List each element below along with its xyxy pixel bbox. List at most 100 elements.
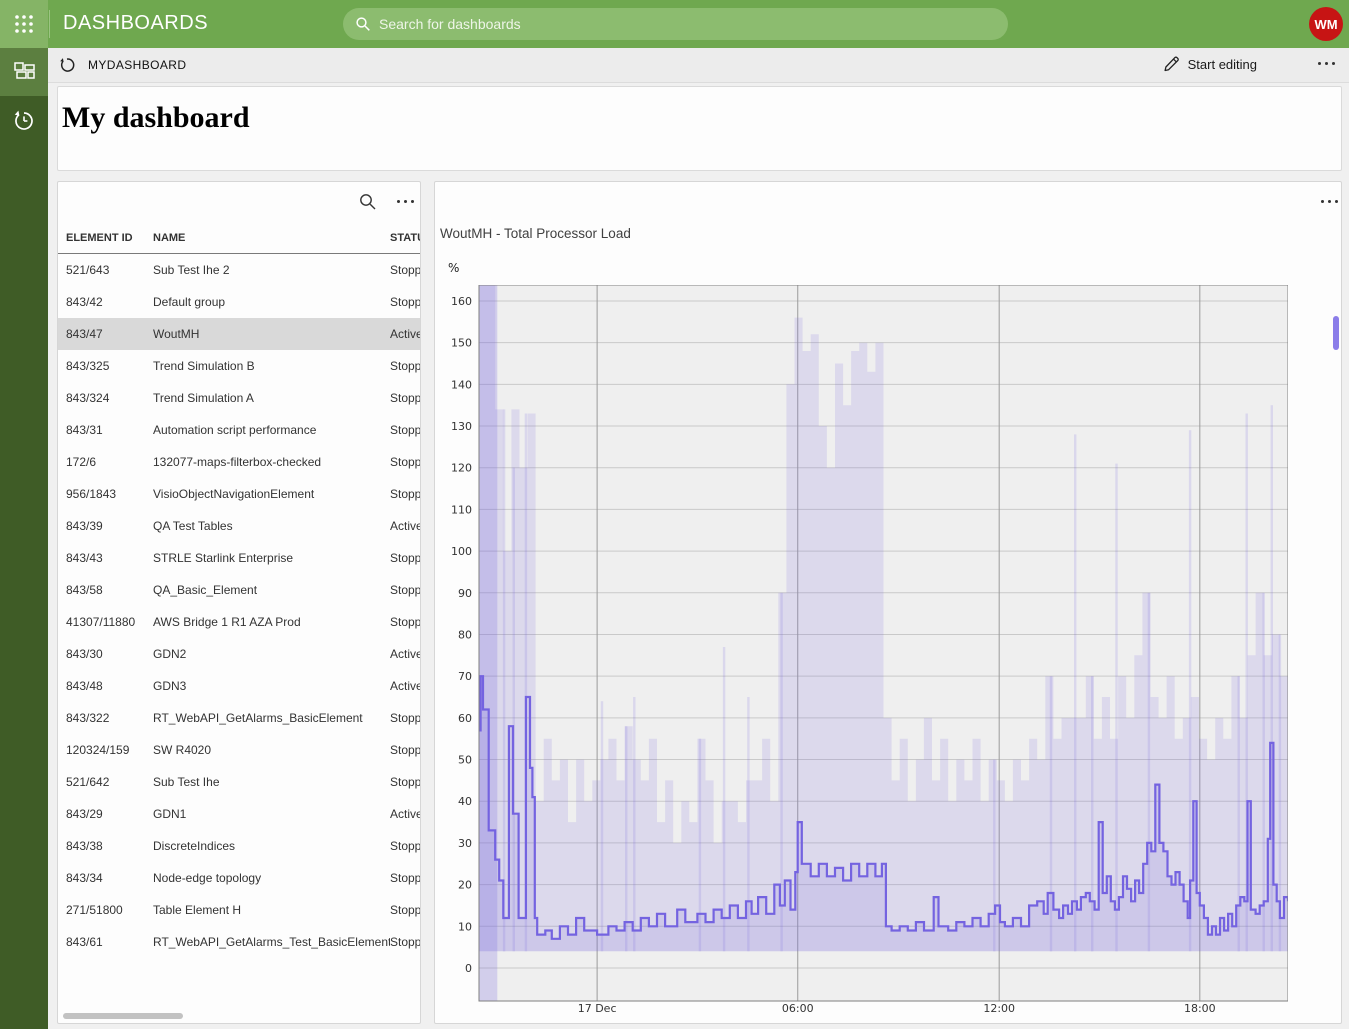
app-launcher-button[interactable] bbox=[0, 0, 48, 48]
cell-name: RT_WebAPI_GetAlarms_BasicElement bbox=[153, 711, 390, 725]
table-row[interactable]: 521/642Sub Test IheStopped bbox=[58, 766, 420, 798]
table-row[interactable]: 843/61RT_WebAPI_GetAlarms_Test_BasicElem… bbox=[58, 926, 420, 958]
table-row[interactable]: 843/42Default groupStopped bbox=[58, 286, 420, 318]
table-row[interactable]: 843/29GDN1Active bbox=[58, 798, 420, 830]
cell-name: QA Test Tables bbox=[153, 519, 390, 533]
sidebar-item-dashboards[interactable] bbox=[0, 48, 48, 96]
table-row[interactable]: 172/6132077-maps-filterbox-checkedStoppe… bbox=[58, 446, 420, 478]
cell-status: Active bbox=[390, 679, 421, 693]
cell-element-id: 843/322 bbox=[66, 711, 150, 725]
app-title: DASHBOARDS bbox=[63, 12, 208, 35]
cell-status: Active bbox=[390, 327, 421, 341]
cell-status: Stopped bbox=[390, 295, 421, 309]
cell-element-id: 521/642 bbox=[66, 775, 150, 789]
y-axis-tick: 160 bbox=[451, 295, 472, 308]
cell-status: Stopped bbox=[390, 615, 421, 629]
top-header-bar: DASHBOARDS WM bbox=[0, 0, 1349, 48]
cell-status: Stopped bbox=[390, 263, 421, 277]
cell-element-id: 172/6 bbox=[66, 455, 150, 469]
cell-status: Stopped bbox=[390, 871, 421, 885]
cell-element-id: 843/30 bbox=[66, 647, 150, 661]
start-editing-button[interactable]: Start editing bbox=[1162, 55, 1257, 73]
table-row[interactable]: 271/51800Table Element HStopped bbox=[58, 894, 420, 926]
cell-name: GDN2 bbox=[153, 647, 390, 661]
column-header-status[interactable]: STATUS bbox=[390, 232, 421, 244]
x-axis-tick: 17 Dec bbox=[578, 1002, 617, 1015]
table-row[interactable]: 120324/159SW R4020Stopped bbox=[58, 734, 420, 766]
cell-status: Stopped bbox=[390, 423, 421, 437]
cell-status: Stopped bbox=[390, 711, 421, 725]
column-header-element-id[interactable]: ELEMENT ID bbox=[66, 232, 150, 244]
table-header-row: ELEMENT IDNAMESTATUS bbox=[58, 232, 420, 254]
table-row[interactable]: 843/58QA_Basic_ElementStopped bbox=[58, 574, 420, 606]
start-editing-label: Start editing bbox=[1188, 57, 1257, 72]
table-row[interactable]: 843/324Trend Simulation AStopped bbox=[58, 382, 420, 414]
cell-element-id: 843/58 bbox=[66, 583, 150, 597]
table-row[interactable]: 843/34Node-edge topologyStopped bbox=[58, 862, 420, 894]
cell-status: Active bbox=[390, 807, 421, 821]
cell-name: VisioObjectNavigationElement bbox=[153, 487, 390, 501]
toolbar-more-icon[interactable] bbox=[1316, 62, 1337, 65]
table-row[interactable]: 843/31Automation script performanceStopp… bbox=[58, 414, 420, 446]
table-search-icon[interactable] bbox=[358, 192, 378, 212]
y-axis-tick: 150 bbox=[451, 337, 472, 350]
table-row[interactable]: 843/38DiscreteIndicesStopped bbox=[58, 830, 420, 862]
cell-element-id: 843/324 bbox=[66, 391, 150, 405]
dashboard-search[interactable] bbox=[343, 8, 1008, 40]
chart-y-unit-label: % bbox=[448, 261, 459, 275]
table-row[interactable]: 41307/11880AWS Bridge 1 R1 AZA ProdStopp… bbox=[58, 606, 420, 638]
search-input[interactable] bbox=[379, 16, 939, 32]
cell-element-id: 843/29 bbox=[66, 807, 150, 821]
user-avatar[interactable]: WM bbox=[1309, 7, 1343, 41]
chart-title: WoutMH - Total Processor Load bbox=[440, 226, 631, 241]
cell-name: Node-edge topology bbox=[153, 871, 390, 885]
chart-more-icon[interactable] bbox=[1319, 200, 1340, 203]
y-axis-tick: 140 bbox=[451, 378, 472, 391]
y-axis-tick: 80 bbox=[458, 628, 472, 641]
table-more-icon[interactable] bbox=[395, 200, 416, 203]
search-icon bbox=[355, 16, 371, 32]
y-axis-tick: 100 bbox=[451, 545, 472, 558]
column-header-name[interactable]: NAME bbox=[153, 232, 390, 244]
refresh-icon[interactable] bbox=[58, 56, 76, 74]
cell-element-id: 843/43 bbox=[66, 551, 150, 565]
cell-name: Trend Simulation B bbox=[153, 359, 390, 373]
table-row[interactable]: 843/48GDN3Active bbox=[58, 670, 420, 702]
y-axis-tick: 10 bbox=[458, 920, 472, 933]
y-axis-tick: 20 bbox=[458, 879, 472, 892]
cell-element-id: 843/61 bbox=[66, 935, 150, 949]
cell-name: Trend Simulation A bbox=[153, 391, 390, 405]
table-row[interactable]: 843/325Trend Simulation BStopped bbox=[58, 350, 420, 382]
cell-status: Active bbox=[390, 647, 421, 661]
table-row[interactable]: 843/30GDN2Active bbox=[58, 638, 420, 670]
pencil-icon bbox=[1162, 55, 1180, 73]
chart-vertical-scrollbar[interactable] bbox=[1333, 316, 1339, 350]
left-nav-rail bbox=[0, 48, 48, 1029]
y-axis-tick: 40 bbox=[458, 795, 472, 808]
table-row[interactable]: 843/43STRLE Starlink EnterpriseStopped bbox=[58, 542, 420, 574]
cell-name: QA_Basic_Element bbox=[153, 583, 390, 597]
cell-status: Stopped bbox=[390, 391, 421, 405]
cell-name: RT_WebAPI_GetAlarms_Test_BasicElement bbox=[153, 935, 390, 949]
y-axis-tick: 50 bbox=[458, 754, 472, 767]
element-table-panel: ELEMENT IDNAMESTATUS 521/643Sub Test Ihe… bbox=[57, 181, 421, 1024]
chart-panel: WoutMH - Total Processor Load % 01020304… bbox=[434, 181, 1342, 1024]
table-row[interactable]: 843/39QA Test TablesActive bbox=[58, 510, 420, 542]
cell-element-id: 843/39 bbox=[66, 519, 150, 533]
table-horizontal-scrollbar[interactable] bbox=[63, 1013, 183, 1019]
sidebar-item-history[interactable] bbox=[0, 96, 48, 144]
cell-status: Stopped bbox=[390, 935, 421, 949]
y-axis-tick: 120 bbox=[451, 462, 472, 475]
cell-element-id: 843/48 bbox=[66, 679, 150, 693]
table-row[interactable]: 956/1843VisioObjectNavigationElementStop… bbox=[58, 478, 420, 510]
cell-status: Stopped bbox=[390, 583, 421, 597]
breadcrumb: MYDASHBOARD bbox=[88, 58, 186, 72]
cell-element-id: 271/51800 bbox=[66, 903, 150, 917]
cell-status: Stopped bbox=[390, 743, 421, 757]
table-row[interactable]: 843/47WoutMHActive bbox=[58, 318, 420, 350]
cell-status: Stopped bbox=[390, 455, 421, 469]
table-row[interactable]: 521/643Sub Test Ihe 2Stopped bbox=[58, 254, 420, 286]
page-title: My dashboard bbox=[62, 101, 1341, 135]
table-row[interactable]: 843/322RT_WebAPI_GetAlarms_BasicElementS… bbox=[58, 702, 420, 734]
cell-element-id: 843/47 bbox=[66, 327, 150, 341]
